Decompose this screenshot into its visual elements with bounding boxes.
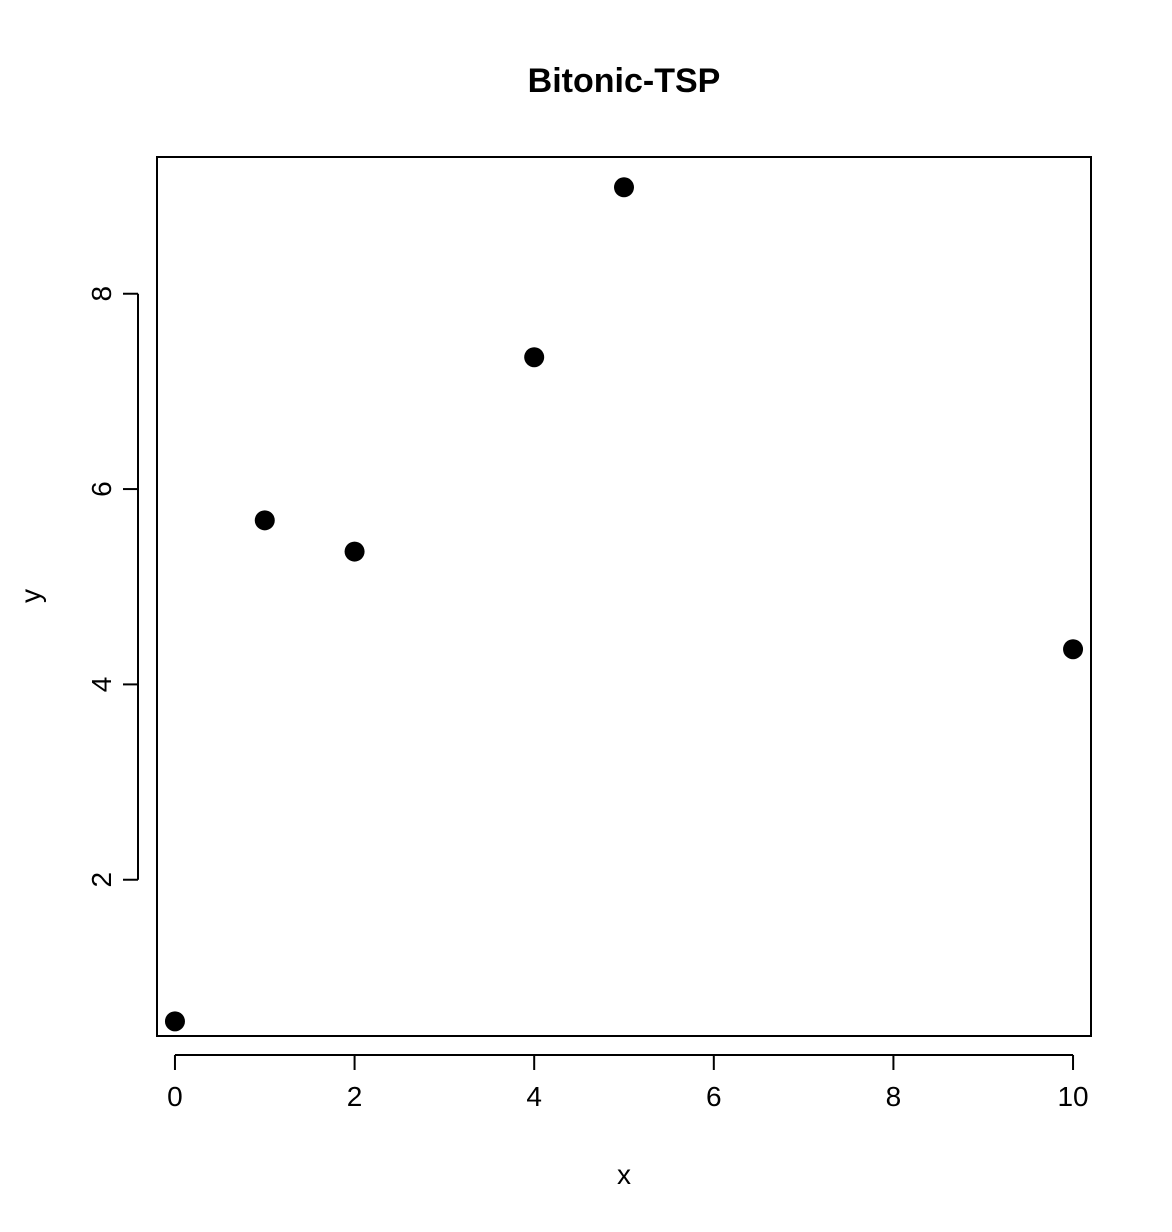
x-tick-label: 0: [167, 1081, 183, 1112]
y-tick-label: 2: [86, 872, 117, 888]
data-points: [164, 177, 1084, 1032]
data-point: [254, 510, 275, 531]
y-axis: 2 4 6 8: [86, 286, 139, 888]
data-point: [1063, 639, 1084, 660]
data-point: [614, 177, 634, 198]
data-point: [344, 541, 365, 562]
y-tick-label: 8: [86, 286, 117, 302]
y-tick-label: 6: [86, 481, 117, 497]
y-tick-label: 4: [86, 677, 117, 693]
chart-title: Bitonic-TSP: [528, 62, 721, 100]
y-axis-label: y: [15, 589, 46, 603]
data-point: [164, 1011, 185, 1032]
x-tick-label: 10: [1057, 1081, 1088, 1112]
plot-area-border: [156, 156, 1092, 1037]
x-tick-label: 6: [706, 1081, 722, 1112]
x-axis: 0 2 4 6 8 10: [167, 1054, 1089, 1112]
x-tick-label: 8: [886, 1081, 902, 1112]
x-tick-label: 4: [526, 1081, 542, 1112]
data-point: [524, 347, 545, 368]
x-axis-label: x: [617, 1159, 631, 1190]
x-tick-label: 2: [347, 1081, 363, 1112]
